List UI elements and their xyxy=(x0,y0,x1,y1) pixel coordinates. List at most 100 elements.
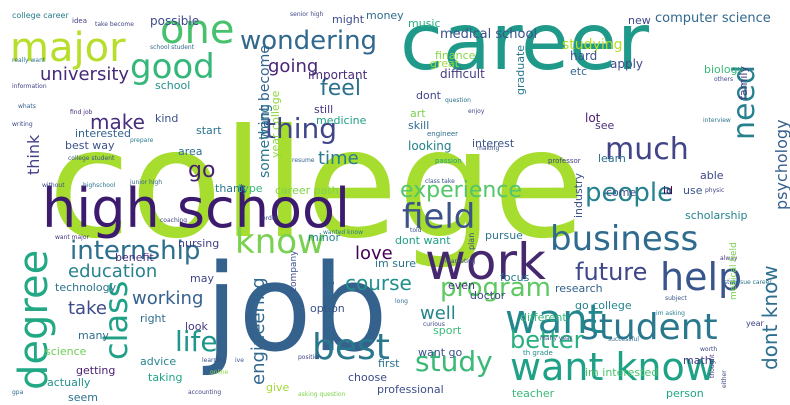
word-physic: physic xyxy=(705,187,725,194)
word-right: right xyxy=(140,312,166,325)
word-sport: sport xyxy=(433,324,462,337)
word-scholarship: scholarship xyxy=(685,209,748,222)
word-year: year xyxy=(746,319,764,328)
word-start: start xyxy=(196,124,222,137)
word-seem: seem xyxy=(68,391,98,404)
word-nursing: nursing xyxy=(178,237,220,250)
word-choose: choose xyxy=(348,371,387,384)
word-question: question xyxy=(445,97,471,104)
word-dont: dont xyxy=(416,89,441,102)
word-degree: degree xyxy=(11,249,57,390)
word-worth: worth xyxy=(700,346,718,353)
word-junior-high: junior high xyxy=(130,179,163,186)
word-good: good xyxy=(130,47,215,87)
word-career-path: career path xyxy=(275,184,339,197)
word-use: use xyxy=(683,184,703,197)
word-etc: etc xyxy=(570,65,588,78)
word-im-interested: im interested xyxy=(585,366,659,379)
word-well: well xyxy=(420,303,456,324)
word-finance: finance xyxy=(435,49,476,62)
word-kind: kind xyxy=(155,112,179,125)
word-coaching: coaching xyxy=(160,217,188,224)
word-job: job xyxy=(205,240,388,379)
word-business: business xyxy=(550,219,699,259)
word-learning: learning xyxy=(202,357,227,364)
word-interested: interested xyxy=(75,127,131,140)
word-biology: biology xyxy=(704,63,745,76)
word-told: told xyxy=(410,227,422,234)
word-study: study xyxy=(415,345,493,378)
word-long: long xyxy=(395,298,408,305)
word-thank: thank xyxy=(215,182,247,195)
word-many-year: many year xyxy=(540,335,573,342)
word-successful: successful xyxy=(608,336,640,343)
word-apply: apply xyxy=(610,57,644,71)
word-know: know xyxy=(235,222,325,262)
word-research: research xyxy=(555,282,603,295)
word-type: type xyxy=(238,182,263,195)
word-take-become: take become xyxy=(95,21,134,28)
word-wondering: wondering xyxy=(240,26,378,56)
word-see: see xyxy=(595,119,615,132)
word-focus: focus xyxy=(500,271,530,284)
word-medical-field: medical field xyxy=(729,242,739,300)
word-graduate: graduate xyxy=(514,44,527,95)
word-lot: lot xyxy=(585,111,601,125)
word-teacher: teacher xyxy=(512,387,555,400)
word-many: many xyxy=(78,329,109,342)
word-one: one xyxy=(160,7,235,53)
word-think: think xyxy=(24,134,43,175)
word-writing: writing xyxy=(12,121,33,128)
word-high-school: high school xyxy=(42,177,351,240)
word-prepare: prepare xyxy=(130,137,154,144)
word-option: option xyxy=(310,302,345,315)
word-state: state xyxy=(724,279,740,286)
word-experience: experience xyxy=(400,178,522,203)
word-class-take: class take xyxy=(425,178,455,185)
word-marketing: marketing xyxy=(445,258,476,265)
word-possible: possible xyxy=(150,14,200,28)
word-want-go: want go xyxy=(418,346,463,359)
word-college: college xyxy=(48,98,586,272)
word-online: online xyxy=(210,369,229,376)
word-first: first xyxy=(378,357,400,370)
word-school: school xyxy=(155,79,191,92)
word-psychology: psychology xyxy=(772,119,790,210)
word-professional: professional xyxy=(377,383,444,396)
word-find-job: find job xyxy=(70,109,93,116)
word-highschool: highschool xyxy=(83,182,116,189)
word-give: give xyxy=(266,381,290,394)
word-going: going xyxy=(268,56,319,77)
word-gpa: gpa xyxy=(12,389,24,396)
word-information: information xyxy=(12,83,47,90)
word-resume: resume xyxy=(292,157,315,164)
word-program: program xyxy=(440,273,551,303)
word-career: career xyxy=(400,0,650,88)
word-hard: hard xyxy=(570,49,598,63)
word-idea: idea xyxy=(72,17,87,25)
word-great: great xyxy=(430,57,460,70)
word-best-way: best way xyxy=(65,139,115,152)
word-person: person xyxy=(666,387,704,400)
word-field: field xyxy=(402,197,476,237)
word-future: future xyxy=(575,258,648,286)
word-student: student xyxy=(580,307,718,348)
word-difficult: difficult xyxy=(440,67,485,81)
word-industry: industry xyxy=(572,172,585,218)
word-dont-want: dont want xyxy=(395,234,451,247)
word-might: might xyxy=(332,13,365,26)
word-go-college: go college xyxy=(575,299,632,312)
word-important: important xyxy=(308,68,368,82)
word-learn: learn xyxy=(598,152,626,165)
word-education: education xyxy=(68,261,158,282)
word-medicine: medicine xyxy=(316,114,367,127)
word-taking: taking xyxy=(148,371,183,384)
word-ive: ive xyxy=(235,357,244,364)
word-still: still xyxy=(314,103,334,116)
word-skill: skill xyxy=(408,119,430,132)
word-advice: advice xyxy=(140,355,177,368)
word-art: art xyxy=(410,107,426,120)
word-alway: alway xyxy=(720,255,738,262)
word-whats: whats xyxy=(18,103,36,110)
